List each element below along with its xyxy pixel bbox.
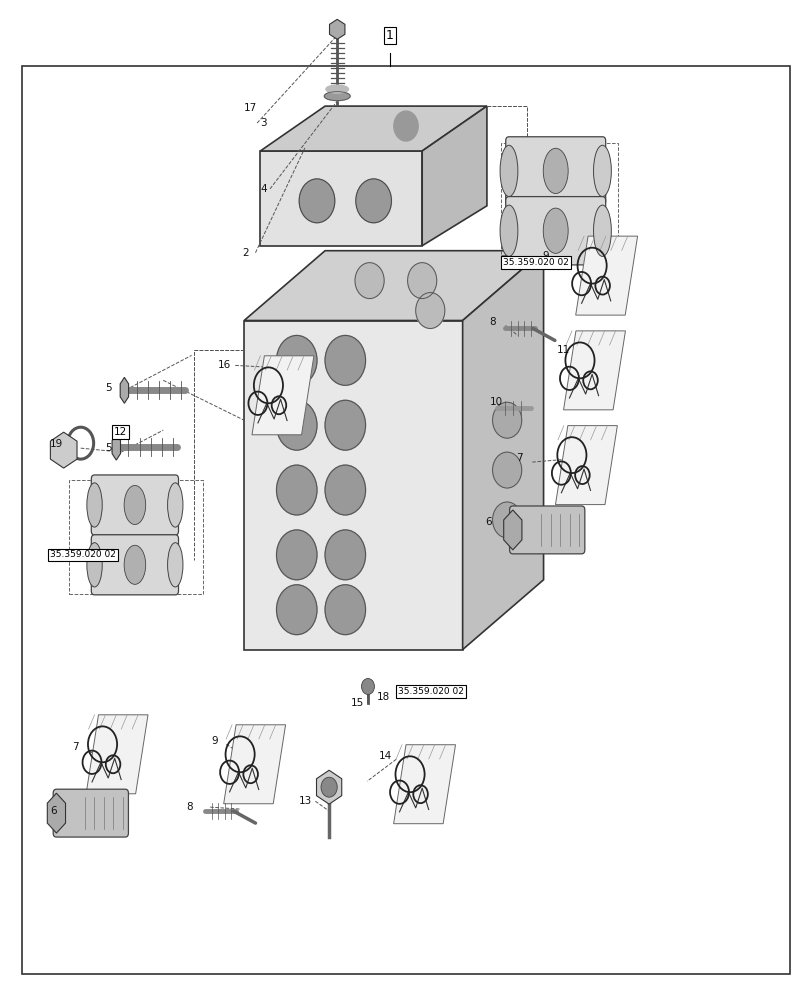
Polygon shape bbox=[393, 745, 455, 824]
Circle shape bbox=[277, 465, 316, 515]
Polygon shape bbox=[223, 725, 285, 804]
Polygon shape bbox=[112, 434, 120, 460]
Polygon shape bbox=[316, 770, 341, 804]
Ellipse shape bbox=[543, 208, 568, 253]
Text: 5: 5 bbox=[105, 443, 111, 453]
Text: 5: 5 bbox=[105, 383, 111, 393]
Text: 35.359.020 02: 35.359.020 02 bbox=[397, 687, 463, 696]
Text: 6: 6 bbox=[50, 806, 57, 816]
FancyBboxPatch shape bbox=[91, 475, 178, 535]
FancyBboxPatch shape bbox=[509, 506, 584, 554]
Ellipse shape bbox=[593, 205, 611, 256]
Circle shape bbox=[298, 179, 334, 223]
Circle shape bbox=[277, 585, 316, 635]
Text: 13: 13 bbox=[298, 796, 312, 806]
Text: 7: 7 bbox=[516, 453, 522, 463]
Polygon shape bbox=[563, 331, 624, 410]
Polygon shape bbox=[555, 426, 616, 505]
Text: 3: 3 bbox=[260, 118, 267, 128]
Circle shape bbox=[492, 502, 521, 538]
Polygon shape bbox=[47, 793, 66, 833]
Text: 17: 17 bbox=[244, 103, 257, 113]
Text: 15: 15 bbox=[350, 698, 364, 708]
Ellipse shape bbox=[124, 485, 145, 525]
Circle shape bbox=[393, 111, 418, 141]
Text: 9: 9 bbox=[541, 251, 548, 261]
Text: 8: 8 bbox=[489, 317, 496, 327]
Circle shape bbox=[407, 263, 436, 299]
Text: 11: 11 bbox=[556, 345, 569, 355]
Polygon shape bbox=[120, 377, 128, 403]
Text: 35.359.020 02: 35.359.020 02 bbox=[50, 550, 116, 559]
Ellipse shape bbox=[325, 85, 348, 93]
Polygon shape bbox=[422, 106, 487, 246]
FancyBboxPatch shape bbox=[91, 535, 178, 595]
Ellipse shape bbox=[500, 205, 517, 256]
Text: 7: 7 bbox=[72, 742, 79, 752]
FancyBboxPatch shape bbox=[53, 789, 128, 837]
Text: 35.359.020 02: 35.359.020 02 bbox=[503, 258, 569, 267]
Circle shape bbox=[361, 679, 374, 694]
Text: 2: 2 bbox=[242, 248, 249, 258]
Circle shape bbox=[320, 777, 337, 797]
Circle shape bbox=[324, 585, 365, 635]
Circle shape bbox=[324, 400, 365, 450]
Polygon shape bbox=[86, 715, 148, 794]
Text: 14: 14 bbox=[378, 751, 391, 761]
Ellipse shape bbox=[593, 145, 611, 197]
Text: 10: 10 bbox=[489, 397, 502, 407]
FancyBboxPatch shape bbox=[505, 137, 605, 205]
Circle shape bbox=[354, 263, 384, 299]
Polygon shape bbox=[244, 320, 462, 650]
Circle shape bbox=[492, 452, 521, 488]
Ellipse shape bbox=[324, 92, 350, 101]
Polygon shape bbox=[462, 251, 543, 650]
FancyBboxPatch shape bbox=[505, 197, 605, 265]
Circle shape bbox=[492, 402, 521, 438]
Polygon shape bbox=[329, 19, 345, 39]
Ellipse shape bbox=[543, 148, 568, 194]
Text: 18: 18 bbox=[376, 692, 389, 702]
Text: 9: 9 bbox=[212, 736, 218, 746]
Ellipse shape bbox=[167, 483, 182, 527]
Text: 8: 8 bbox=[186, 802, 192, 812]
Circle shape bbox=[277, 335, 316, 385]
Polygon shape bbox=[575, 236, 637, 315]
Polygon shape bbox=[503, 510, 521, 550]
Polygon shape bbox=[260, 106, 487, 151]
Text: 19: 19 bbox=[50, 439, 63, 449]
FancyBboxPatch shape bbox=[22, 66, 789, 974]
Ellipse shape bbox=[87, 483, 102, 527]
Circle shape bbox=[277, 400, 316, 450]
Ellipse shape bbox=[167, 543, 182, 587]
Circle shape bbox=[324, 530, 365, 580]
Polygon shape bbox=[244, 251, 543, 320]
Polygon shape bbox=[50, 432, 77, 468]
Text: 1: 1 bbox=[385, 29, 393, 42]
Text: 6: 6 bbox=[485, 517, 491, 527]
Ellipse shape bbox=[87, 543, 102, 587]
Circle shape bbox=[415, 293, 444, 328]
Circle shape bbox=[324, 335, 365, 385]
Ellipse shape bbox=[500, 145, 517, 197]
Circle shape bbox=[355, 179, 391, 223]
Circle shape bbox=[277, 530, 316, 580]
Polygon shape bbox=[251, 356, 314, 435]
Text: 4: 4 bbox=[260, 184, 267, 194]
Text: 16: 16 bbox=[217, 360, 230, 370]
Circle shape bbox=[324, 465, 365, 515]
Text: 12: 12 bbox=[114, 427, 127, 437]
Polygon shape bbox=[260, 151, 422, 246]
Ellipse shape bbox=[124, 545, 145, 584]
